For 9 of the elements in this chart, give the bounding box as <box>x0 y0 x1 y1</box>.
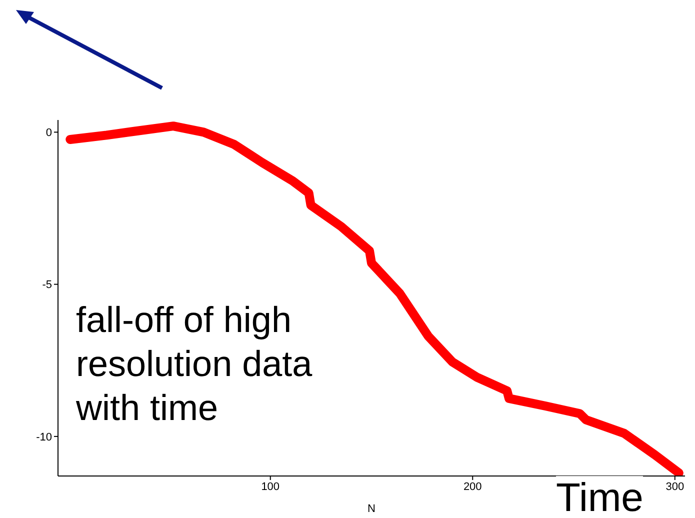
x-tick-label: 300 <box>666 480 684 493</box>
x-tick-label: 200 <box>463 480 482 493</box>
y-tick-label: -10 <box>36 431 52 444</box>
x-tick-label: 100 <box>261 480 280 493</box>
annotation: Time <box>556 476 644 518</box>
x-axis-title: N <box>368 503 376 515</box>
y-tick-label: -5 <box>42 279 52 292</box>
annotation: fall-off of high resolution data with time <box>76 298 314 430</box>
y-tick-label: 0 <box>46 127 52 140</box>
